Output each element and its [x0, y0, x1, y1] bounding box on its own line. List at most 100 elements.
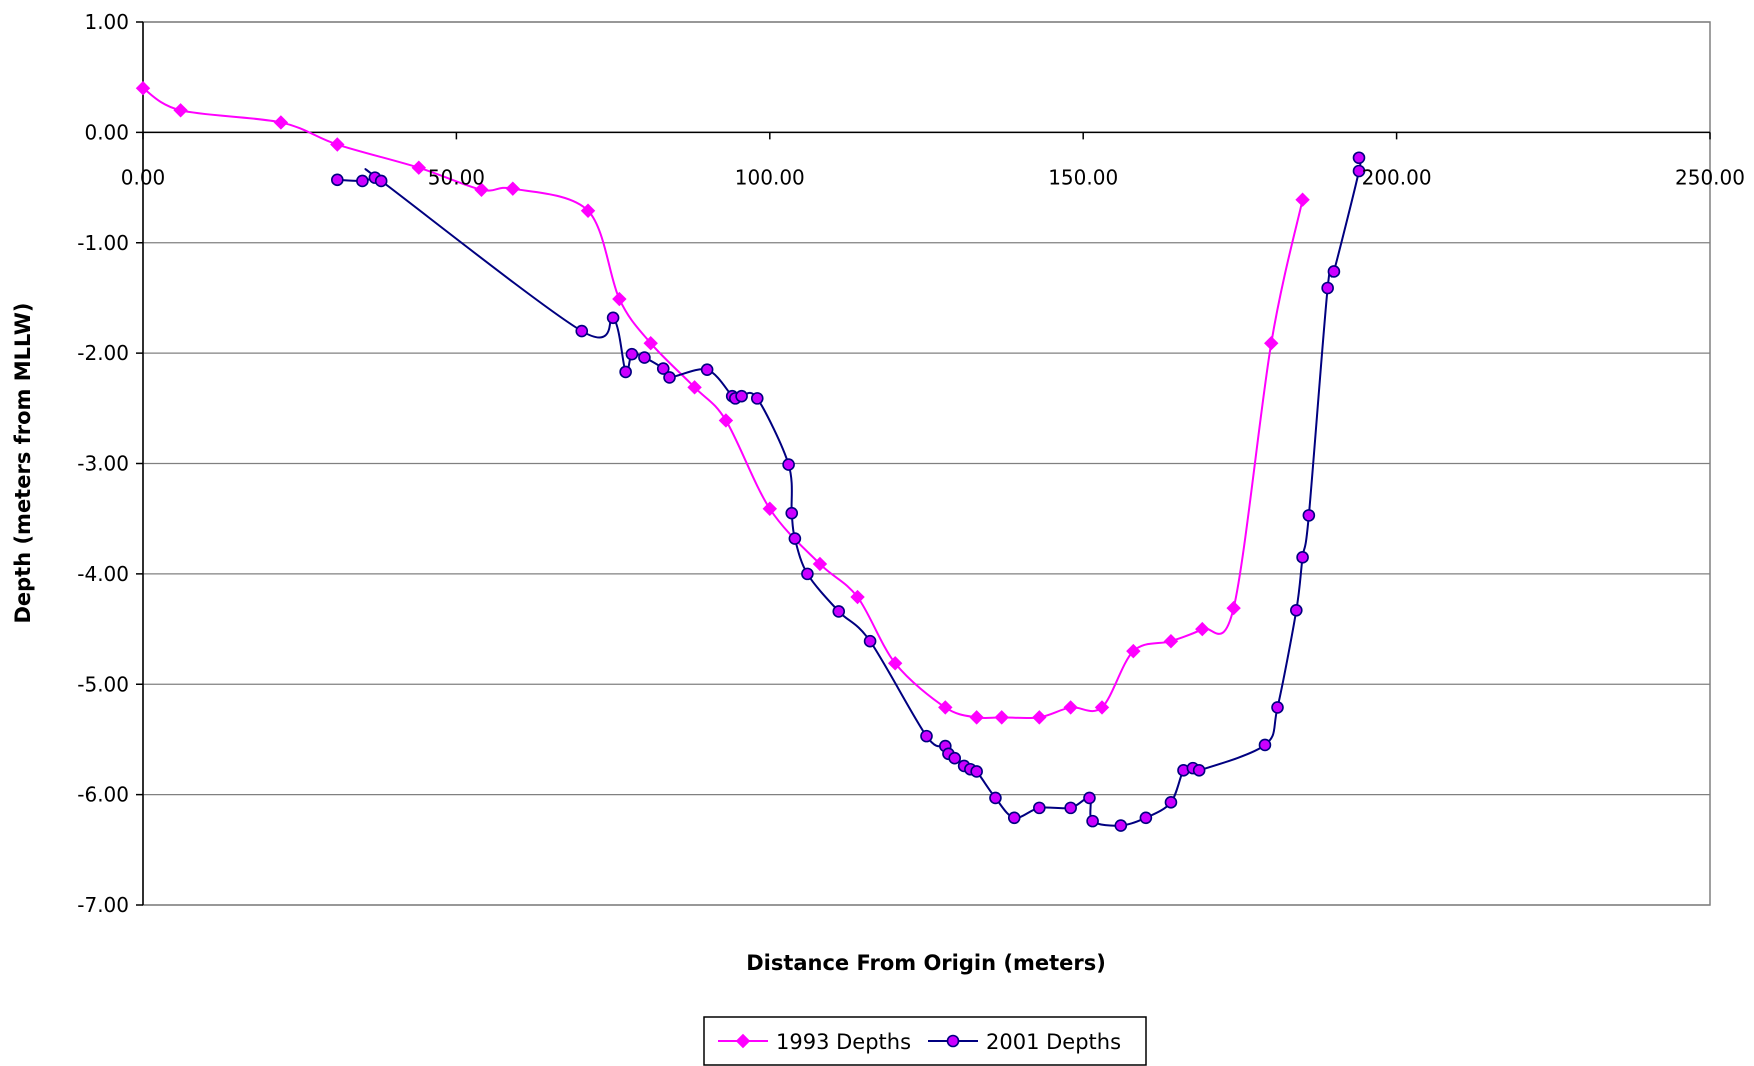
data-point	[638, 351, 651, 364]
data-point	[1352, 164, 1366, 178]
data-point	[1007, 811, 1021, 825]
x-tick-label: 50.00	[428, 165, 485, 189]
data-point	[735, 389, 748, 403]
legend-box	[703, 1016, 1147, 1066]
data-point	[788, 532, 802, 545]
data-point	[1352, 151, 1366, 165]
tick-labels: 1.00 0.00 -1.00 -2.00 -3.00 -4.00 -5.00 -6.00 -7…	[77, 10, 1745, 917]
data-point	[863, 634, 877, 648]
y-tick-label: -5.00	[77, 672, 129, 696]
data-point	[801, 567, 814, 581]
data-point	[1083, 791, 1096, 805]
data-point	[374, 174, 388, 188]
y-tick-label: 1.00	[84, 10, 129, 34]
data-point	[1296, 551, 1309, 564]
data-point	[273, 115, 289, 130]
data-point	[989, 791, 1002, 805]
data-point	[1264, 335, 1279, 351]
y-tick-label: -1.00	[77, 231, 129, 255]
data-point	[1064, 801, 1077, 815]
data-point	[606, 311, 620, 325]
legend: 1993 Depths 2001 Depths	[703, 1016, 1147, 1066]
data-point	[1226, 600, 1241, 616]
data-point	[1094, 700, 1110, 715]
data-point	[173, 103, 188, 118]
y-tick-label: -3.00	[77, 452, 129, 476]
x-tick-label: 0.00	[121, 165, 166, 189]
x-tick-label: 100.00	[735, 165, 805, 189]
legend-entry: 2001 Depths	[928, 1030, 1121, 1054]
data-point	[356, 174, 369, 188]
data-point	[1271, 701, 1284, 714]
data-point	[643, 335, 658, 351]
data-point	[969, 710, 984, 725]
data-point	[938, 700, 953, 715]
data-point	[1195, 621, 1210, 637]
y-tick-label: -6.00	[77, 783, 129, 807]
data-point	[850, 589, 865, 605]
data-point	[575, 324, 589, 338]
data-point	[135, 81, 151, 96]
data-point	[1290, 603, 1303, 617]
y-tick-label: -2.00	[77, 341, 129, 365]
y-axis-title: Depth (meters from MLLW)	[11, 302, 35, 623]
legend-entry: 1993 Depths	[718, 1030, 911, 1054]
data-point	[1258, 738, 1272, 752]
x-axis-title: Distance From Origin (meters)	[746, 951, 1106, 975]
data-point	[750, 392, 764, 405]
data-point	[331, 173, 344, 187]
data-point	[832, 605, 846, 618]
series-depths-2001	[331, 151, 1366, 832]
data-point	[887, 656, 903, 671]
data-point	[663, 371, 676, 384]
y-tick-label: 0.00	[84, 120, 129, 144]
data-point	[1063, 700, 1078, 715]
data-point	[625, 347, 639, 361]
data-point	[1032, 710, 1047, 725]
data-point	[718, 413, 734, 428]
data-point	[785, 506, 799, 520]
data-point	[1321, 281, 1334, 295]
data-point	[970, 765, 983, 778]
data-point	[580, 203, 596, 218]
legend-items: 1993 Depths 2001 Depths	[718, 1030, 1121, 1054]
data-point	[505, 181, 521, 196]
x-tick-label: 150.00	[1048, 165, 1118, 189]
y-tick-label: -4.00	[77, 562, 129, 586]
data-point	[619, 365, 632, 379]
axes	[136, 21, 1711, 906]
y-tick-label: -7.00	[77, 893, 129, 917]
x-tick-label: 250.00	[1675, 165, 1745, 189]
data-point	[994, 710, 1009, 725]
x-tick-label: 200.00	[1362, 165, 1432, 189]
series-layer	[135, 81, 1366, 832]
data-point	[474, 182, 489, 197]
data-point	[700, 363, 714, 376]
data-point	[782, 458, 795, 471]
data-point	[948, 751, 962, 765]
data-point	[920, 729, 933, 743]
data-point	[1033, 801, 1046, 815]
legend-label: 1993 Depths	[776, 1030, 911, 1054]
series-line	[142, 87, 1304, 720]
data-point	[411, 160, 426, 175]
data-point	[656, 362, 670, 375]
gridlines	[143, 21, 1710, 906]
legend-swatch-marker	[735, 1033, 751, 1049]
legend-swatch-marker	[946, 1034, 960, 1048]
series-line	[337, 157, 1362, 827]
data-point	[1163, 633, 1179, 649]
data-point	[612, 291, 627, 307]
series-depths-1993	[135, 81, 1310, 725]
data-point	[1327, 265, 1341, 278]
data-point	[687, 380, 702, 395]
data-point	[1086, 814, 1099, 828]
data-point	[1139, 811, 1153, 825]
data-point	[1192, 764, 1206, 777]
data-point	[762, 501, 778, 516]
data-point	[812, 556, 828, 572]
data-point	[1295, 192, 1310, 207]
data-point	[1114, 819, 1128, 832]
data-point	[1302, 509, 1316, 522]
